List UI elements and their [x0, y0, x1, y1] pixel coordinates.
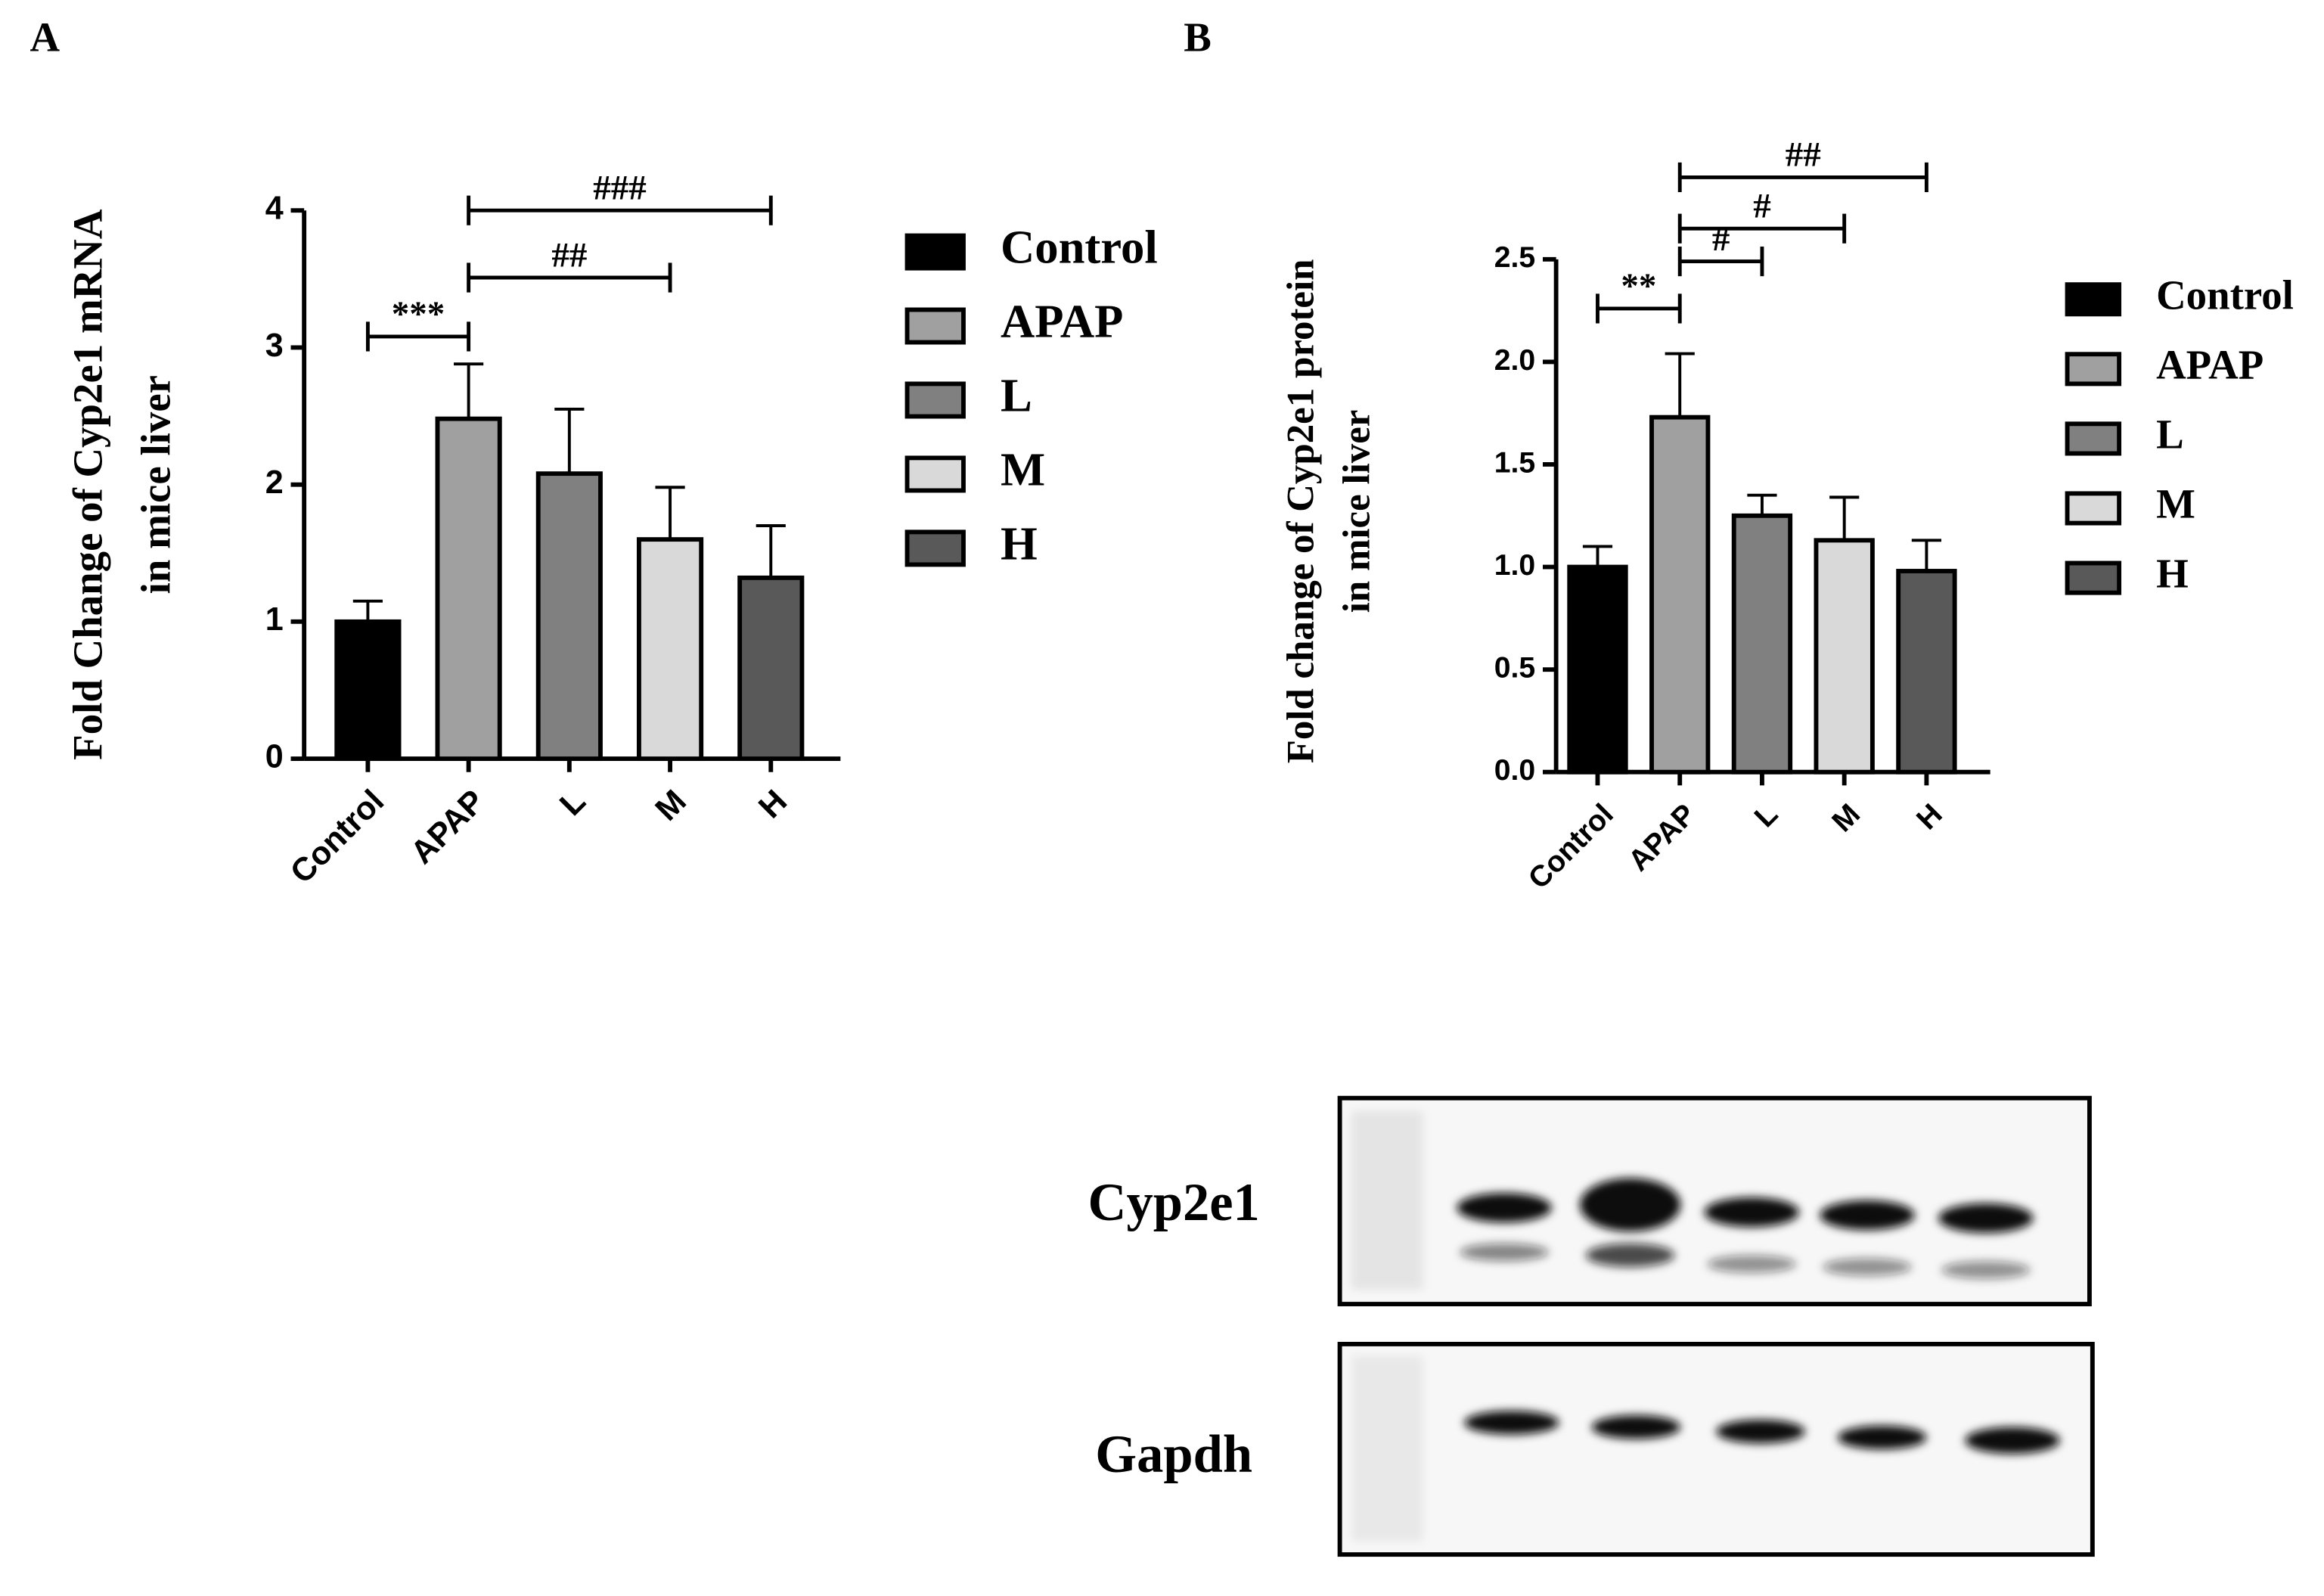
bar: [1896, 569, 1957, 775]
x-tick-label: M: [649, 783, 693, 827]
significance-label: ###: [593, 169, 647, 208]
bar: [334, 619, 402, 762]
legend-label: APAP: [2156, 341, 2263, 387]
legend-label: Control: [2156, 272, 2294, 318]
bar: [1567, 564, 1628, 775]
y-tick-label: 1: [265, 601, 284, 638]
y-tick-label: 2.0: [1494, 344, 1535, 377]
legend-swatch: [904, 529, 966, 567]
y-tick-label: 3: [265, 328, 284, 364]
legend-label: H: [2156, 551, 2189, 597]
bar: [535, 471, 603, 762]
x-tick-label: Control: [1522, 798, 1620, 896]
x-tick-label: H: [1910, 798, 1948, 836]
x-tick-label: L: [553, 783, 593, 823]
significance-label: **: [1621, 266, 1656, 306]
legend-label: L: [2156, 411, 2184, 458]
blot-label: Gapdh: [1095, 1425, 1252, 1484]
legend-swatch: [2065, 352, 2122, 387]
significance-label: ##: [551, 235, 587, 275]
bands: [1351, 1111, 2060, 1542]
legend-swatch: [904, 381, 966, 419]
x-tick-label: H: [752, 783, 794, 825]
y-tick-label: 1.5: [1494, 446, 1535, 479]
legend-label: H: [1001, 517, 1038, 570]
x-tick-label: Control: [284, 783, 391, 890]
significance-label: #: [1712, 219, 1730, 259]
y-tick-label: 2: [265, 464, 284, 501]
panel-label: A: [29, 14, 60, 60]
legend-label: M: [2156, 481, 2195, 527]
bar: [1814, 538, 1875, 775]
legend-swatch: [904, 233, 966, 271]
significance-label: ***: [392, 294, 445, 334]
legend-label: APAP: [1001, 294, 1123, 347]
legend-swatch: [2065, 282, 2122, 317]
y-axis-label: in mice liver: [133, 375, 179, 594]
legend-swatch: [2065, 421, 2122, 456]
blot-frame: [1337, 1342, 2095, 1557]
legend-label: Control: [1001, 220, 1158, 273]
y-tick-label: 0.0: [1494, 754, 1535, 787]
bar: [737, 575, 805, 762]
x-tick-label: APAP: [404, 783, 492, 871]
blot-label: Cyp2e1: [1088, 1173, 1260, 1232]
y-axis-label: Fold Change of Cyp2e1 mRNA: [65, 209, 111, 760]
x-tick-label: L: [1748, 798, 1784, 834]
legend-swatch: [2065, 560, 2122, 595]
y-tick-label: 4: [265, 191, 284, 227]
legend-swatch: [2065, 491, 2122, 526]
legend-label: M: [1001, 442, 1045, 495]
significance-label: #: [1753, 186, 1771, 225]
bar: [1731, 513, 1793, 775]
y-tick-label: 0.5: [1494, 651, 1535, 684]
y-axis-label: Fold change of Cyp2e1 protein: [1280, 259, 1322, 764]
legend-swatch: [904, 455, 966, 493]
western-blot: Cyp2e1 Gapdh: [1088, 1095, 2095, 1557]
bar: [636, 537, 704, 762]
panel-label: B: [1184, 14, 1212, 60]
legend-swatch: [904, 307, 966, 345]
bar: [435, 416, 502, 762]
y-tick-label: 0: [265, 738, 284, 775]
y-tick-label: 1.0: [1494, 549, 1535, 582]
bar: [1649, 415, 1711, 775]
y-axis-label: in mice liver: [1336, 410, 1379, 613]
legend-label: L: [1001, 368, 1032, 421]
significance-label: ##: [1786, 135, 1821, 175]
y-tick-label: 2.5: [1494, 241, 1535, 274]
x-tick-label: APAP: [1622, 798, 1702, 877]
x-tick-label: M: [1826, 798, 1866, 838]
